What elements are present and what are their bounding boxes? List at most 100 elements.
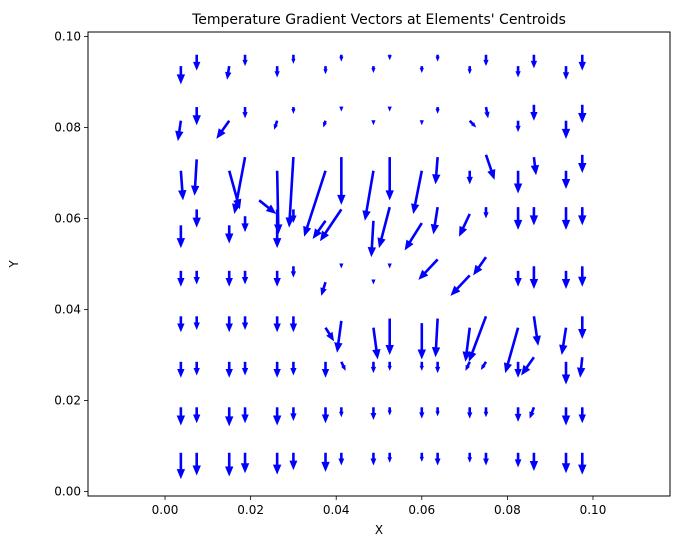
vector-head: [385, 344, 394, 355]
y-axis-label: Y: [7, 260, 21, 269]
gradient-vector: [176, 452, 186, 480]
vector-head: [435, 108, 440, 114]
y-tick-label: 0.00: [54, 484, 81, 498]
gradient-vector: [419, 361, 424, 371]
gradient-vector: [339, 54, 344, 62]
vector-head: [370, 458, 377, 466]
gradient-vector: [419, 66, 424, 73]
vector-head: [471, 122, 477, 128]
y-tick-label: 0.10: [54, 30, 81, 44]
gradient-vector: [483, 54, 489, 67]
gradient-vector: [289, 452, 298, 471]
gradient-vector: [514, 407, 522, 422]
gradient-vector: [242, 107, 248, 119]
gradient-vector: [578, 407, 586, 424]
vector-head: [272, 238, 282, 249]
gradient-vector: [240, 452, 250, 474]
gradient-vector: [176, 66, 186, 85]
vector-head: [387, 410, 392, 416]
vector-shaft: [324, 326, 331, 336]
gradient-vector: [372, 327, 381, 360]
gradient-vector: [225, 225, 234, 244]
vector-head: [371, 120, 376, 126]
gradient-vector: [435, 407, 440, 417]
gradient-vector: [468, 315, 488, 362]
gradient-vector: [289, 316, 298, 333]
vector-head: [272, 415, 282, 426]
vector-head: [387, 365, 392, 371]
gradient-vector: [320, 281, 327, 296]
vector-head: [561, 128, 571, 139]
x-tick-label: 0.02: [237, 503, 264, 517]
vector-shaft: [322, 281, 327, 290]
vector-head: [387, 106, 392, 112]
vector-shaft: [413, 170, 424, 206]
gradient-vector: [193, 407, 201, 424]
vector-head: [367, 246, 377, 258]
vector-head: [216, 128, 226, 139]
gradient-vector: [404, 222, 423, 251]
gradient-vector: [225, 361, 233, 378]
vector-head: [339, 56, 344, 62]
gradient-vector: [321, 361, 330, 378]
vector-head: [561, 178, 571, 189]
vector-head: [178, 190, 187, 201]
vector-head: [532, 335, 541, 346]
vector-head: [176, 238, 186, 249]
vector-head: [561, 219, 571, 230]
vector-head: [418, 269, 429, 280]
gradient-vector: [339, 407, 344, 418]
vector-head: [515, 71, 521, 78]
gradient-vector: [419, 120, 424, 126]
gradient-vector: [216, 119, 231, 139]
vector-head: [578, 464, 587, 475]
vector-head: [274, 224, 283, 235]
vector-head: [404, 239, 414, 251]
vector-head: [434, 458, 441, 466]
y-axis-ticks: 0.00 0.02 0.04 0.06 0.08 0.10: [54, 30, 88, 498]
gradient-vector: [514, 452, 522, 468]
gradient-vector: [370, 452, 377, 466]
vector-head: [417, 349, 426, 360]
vector-head: [371, 279, 376, 285]
gradient-vector: [371, 279, 376, 285]
gradient-vector: [484, 106, 490, 119]
vector-head: [193, 276, 200, 285]
gradient-vector: [272, 452, 282, 475]
gradient-vector: [578, 104, 587, 123]
vector-head: [467, 412, 473, 419]
vector-head: [321, 414, 330, 424]
vector-head: [483, 458, 489, 466]
vector-shaft: [370, 220, 375, 249]
vector-head: [467, 457, 473, 463]
vector-head: [578, 112, 587, 123]
vector-shaft: [234, 156, 247, 206]
plot-area: [87, 31, 671, 497]
vector-head: [483, 212, 489, 219]
gradient-vector: [411, 170, 424, 214]
gradient-vector: [529, 207, 539, 226]
vector-head: [370, 413, 377, 421]
gradient-vector: [290, 361, 297, 376]
vector-head: [177, 323, 185, 333]
gradient-vector: [473, 256, 488, 276]
gradient-vector: [578, 207, 587, 226]
gradient-vector: [370, 361, 377, 374]
gradient-vector: [370, 407, 377, 421]
vector-head: [225, 323, 233, 333]
vector-shaft: [179, 170, 184, 192]
gradient-vector: [483, 452, 489, 466]
vector-head: [561, 279, 571, 290]
vector-head: [192, 217, 201, 228]
x-tick-label: 0.06: [408, 503, 435, 517]
vector-head: [175, 130, 184, 142]
vector-shaft: [455, 274, 471, 291]
vector-head: [290, 215, 297, 224]
vector-head: [274, 71, 280, 78]
vector-head: [321, 368, 330, 378]
vector-head: [530, 111, 538, 121]
vector-head: [225, 233, 234, 244]
gradient-vector: [362, 170, 375, 221]
gradient-vector: [225, 407, 234, 427]
vector-head: [529, 460, 539, 471]
